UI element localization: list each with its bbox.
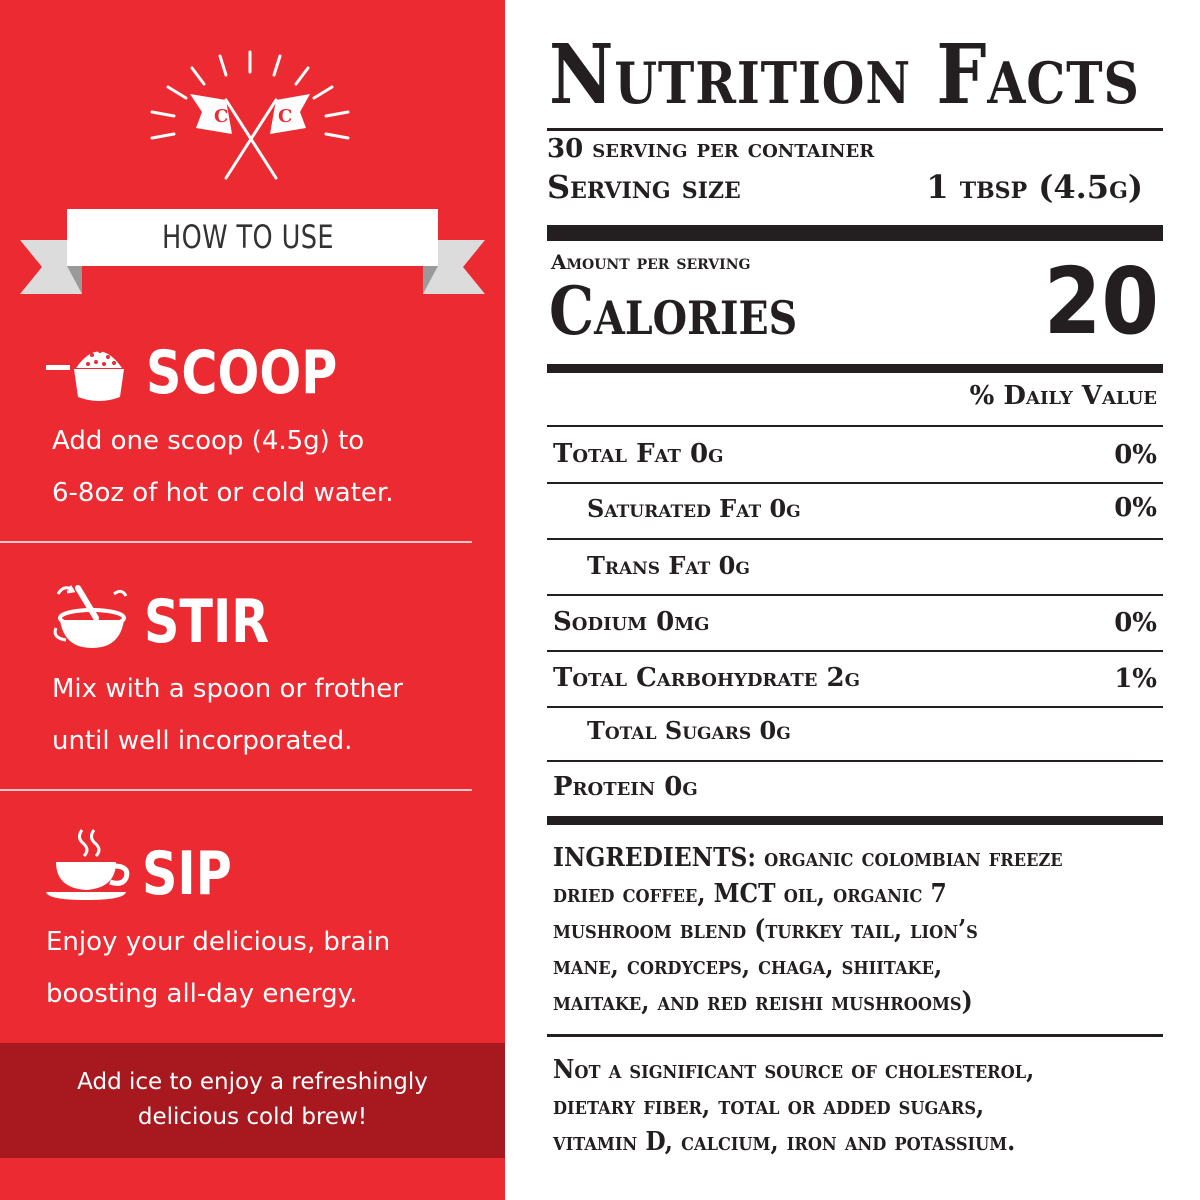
nutrient-label-saturated-fat: Saturated Fat 0g — [587, 494, 801, 523]
row-rule — [547, 706, 1163, 708]
nutrient-label-sodium: Sodium 0mg — [553, 607, 710, 637]
scoop-text-line-1: Add one scoop (4.5g) to — [52, 426, 365, 456]
section-rule — [547, 1034, 1163, 1037]
stir-bowl-icon — [53, 585, 128, 648]
ribbon-banner — [20, 209, 485, 294]
ingredients-line: mushroom blend (turkey tail, lion’s — [553, 915, 978, 945]
calories-value: 20 — [1043, 248, 1159, 355]
nutrient-label-total-fat: Total Fat 0g — [553, 439, 724, 469]
ingredients-line: mane, cordyceps, chaga, shiitake, — [553, 951, 943, 981]
cold-brew-tip: Add ice to enjoy a refreshingly deliciou… — [0, 1043, 505, 1158]
scoop-text-line-2: 6-8oz of hot or cold water. — [52, 478, 394, 508]
nutrient-label-trans-fat: Trans Fat 0g — [587, 551, 750, 580]
stir-text-line-2: until well incorporated. — [52, 726, 353, 756]
row-rule — [547, 482, 1163, 484]
row-rule — [547, 425, 1163, 427]
row-rule — [547, 594, 1163, 596]
thick-rule — [547, 128, 1163, 131]
sip-title: SIP — [142, 839, 232, 909]
disclaimer-line: vitamin D, calcium, iron and potassium. — [553, 1127, 1016, 1157]
sip-text-line-1: Enjoy your delicious, brain — [46, 927, 391, 957]
how-to-use-banner-text: HOW TO USE — [162, 218, 334, 256]
serving-size-label: Serving size — [547, 168, 741, 206]
nutrient-dv-sodium: 0% — [1114, 608, 1157, 638]
daily-value-header: % Daily Value — [969, 381, 1157, 411]
row-rule — [547, 760, 1163, 762]
thick-rule — [547, 225, 1163, 241]
how-to-use-panel: C C HOW TO USE SCOOP Add one scoop (4.5g… — [0, 0, 505, 1200]
thick-rule — [547, 364, 1163, 373]
stir-title: STIR — [144, 587, 270, 657]
nutrient-dv-total-carbohydrate: 1% — [1114, 664, 1157, 694]
calories-label: Calories — [549, 272, 798, 350]
svg-text:C: C — [278, 106, 292, 127]
nutrient-dv-saturated-fat: 0% — [1114, 493, 1157, 523]
row-rule — [547, 538, 1163, 540]
servings-per-container: 30 serving per container — [547, 134, 875, 164]
coffee-cup-icon — [46, 829, 130, 900]
nutrient-dv-total-fat: 0% — [1114, 440, 1157, 470]
nutrition-facts-title: Nutrition Facts — [549, 27, 1140, 123]
scoop-title: SCOOP — [146, 338, 338, 408]
nutrition-facts-label: Nutrition Facts 30 serving per container… — [547, 0, 1163, 1200]
amount-per-serving: Amount per serving — [551, 250, 751, 274]
divider — [0, 789, 472, 791]
disclaimer-line: Not a significant source of cholesterol, — [553, 1055, 1035, 1085]
crossed-flags-logo: C C — [150, 50, 350, 180]
disclaimer-line: dietary fiber, total or added sugars, — [553, 1091, 985, 1121]
nutrient-label-protein: Protein 0g — [553, 772, 698, 802]
tip-line-1: Add ice to enjoy a refreshingly — [77, 1069, 428, 1095]
sip-text-line-2: boosting all-day energy. — [46, 979, 358, 1009]
ingredients-line: dried coffee, MCT oil, organic 7 — [553, 879, 947, 909]
ingredients-line: INGREDIENTS: organic colombian freeze — [553, 843, 1063, 873]
stir-text-line-1: Mix with a spoon or frother — [52, 674, 403, 704]
thick-rule — [547, 816, 1163, 825]
svg-text:C: C — [214, 106, 228, 127]
nutrient-label-total-sugars: Total Sugars 0g — [587, 716, 791, 745]
ingredients-block: INGREDIENTS: organic colombian freeze dr… — [553, 840, 1165, 1020]
tip-line-2: delicious cold brew! — [137, 1104, 368, 1130]
divider — [0, 541, 472, 543]
scoop-icon — [46, 349, 124, 401]
disclaimer-block: Not a significant source of cholesterol,… — [553, 1052, 1165, 1160]
ingredients-line: maitake, and red reishi mushrooms) — [553, 987, 973, 1017]
serving-size-value: 1 tbsp (4.5g) — [926, 168, 1143, 206]
nutrient-label-total-carbohydrate: Total Carbohydrate 2g — [553, 663, 860, 693]
row-rule — [547, 650, 1163, 652]
